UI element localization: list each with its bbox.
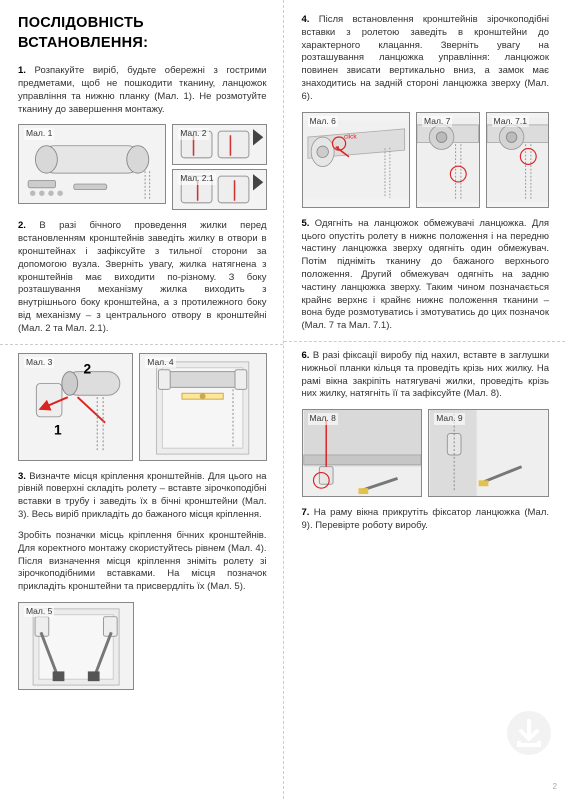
page-title: ПОСЛІДОВНІСТЬ ВСТАНОВЛЕННЯ:	[18, 14, 267, 53]
figure-7: Мал. 7	[416, 112, 479, 208]
figure-8: Мал. 8	[302, 409, 423, 497]
step-2: 2. В разі бічного проведення жилки перед…	[18, 220, 267, 335]
step-7: 7. На раму вікна прикрутіть фіксатор лан…	[302, 507, 550, 533]
watermark-icon	[505, 709, 553, 757]
figure-1: Мал. 1	[18, 124, 166, 204]
step-6: 6. В разі фіксації виробу під нахил, вст…	[302, 350, 550, 401]
step-1: 1. Розпакуйте виріб, будьте обережні з г…	[18, 65, 267, 116]
figure-2-1: Мал. 2.1	[172, 169, 266, 210]
click-label: click	[343, 133, 356, 140]
figure-5: Мал. 5	[18, 602, 134, 690]
digit-2: 2	[83, 361, 91, 376]
figure-2: Мал. 2	[172, 124, 266, 165]
figure-7-1: Мал. 7.1	[486, 112, 549, 208]
digit-1: 1	[54, 422, 62, 437]
figure-9: Мал. 9	[428, 409, 549, 497]
step-3b: Зробіть позначки місць кріплення бічних …	[18, 530, 267, 594]
step-4: 4. Після встановлення кронштейнів зірочк…	[302, 14, 550, 104]
figure-3: Мал. 3 1 2	[18, 353, 133, 461]
figure-6: Мал. 6 click	[302, 112, 411, 208]
figure-4: Мал. 4	[139, 353, 266, 461]
step-5: 5. Одягніть на ланцюжок обмежувачі ланцю…	[302, 218, 550, 333]
page-number: 2	[553, 782, 557, 793]
step-3a: 3. Визначте місця кріплення кронштейнів.…	[18, 471, 267, 522]
